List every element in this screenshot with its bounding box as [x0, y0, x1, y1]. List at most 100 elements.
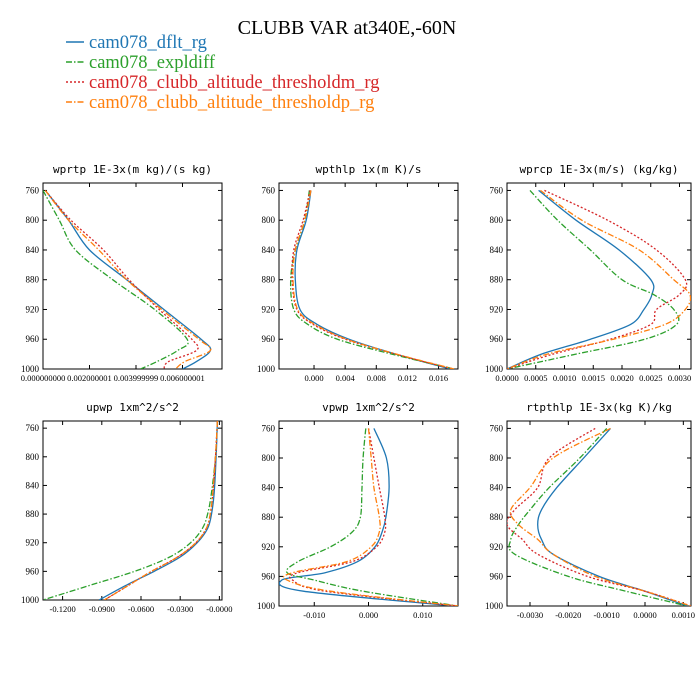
xtick-label-1-4: 0.016 [429, 373, 448, 383]
xtick-label-3-0: -0.1200 [49, 604, 75, 614]
panel-curves-3 [43, 421, 219, 600]
ytick-label-2-5: 960 [490, 334, 504, 344]
ytick-label-4-5: 960 [262, 571, 276, 581]
ytick-label-2-4: 920 [490, 304, 504, 314]
main-title: CLUBB VAR at340E,-60N [238, 17, 457, 39]
panel-1: wpthlp 1x(m K)/s 760 800 840 880 920 960 1000 0.… [257, 163, 459, 383]
panel-title-1: wpthlp 1x(m K)/s [316, 163, 422, 176]
series-line-5-1 [508, 427, 688, 606]
ytick-label-5-0: 760 [490, 423, 504, 433]
xtick-label-3-2: -0.0600 [128, 604, 154, 614]
series-line-1-2 [291, 190, 453, 369]
xtick-label-1-0: 0.000 [304, 373, 323, 383]
legend-label-3: cam078_clubb_altitude_thresholdp_rg [89, 93, 374, 113]
series-line-1-3 [292, 190, 455, 369]
xtick-label-4-2: 0.010 [413, 610, 432, 620]
ytick-label-3-1: 800 [26, 452, 40, 462]
panel-curves-2 [507, 189, 691, 369]
ytick-label-3-6: 1000 [21, 595, 40, 605]
ytick-label-1-4: 920 [262, 304, 276, 314]
series-line-4-2 [289, 428, 458, 606]
ytick-label-3-2: 840 [26, 480, 40, 490]
ytick-label-5-6: 1000 [485, 601, 504, 611]
legend-label-1: cam078_expldiff [89, 53, 216, 73]
panel-5: rtpthlp 1E-3x(kg K)/kg 760 800 840 880 920 960… [485, 401, 695, 620]
series-line-5-0 [537, 427, 688, 606]
xtick-label-2-1: 0.0005 [524, 373, 547, 383]
series-line-5-2 [507, 427, 691, 606]
xtick-label-2-4: 0.0020 [610, 373, 633, 383]
xtick-label-4-0: -0.010 [303, 610, 325, 620]
panels: wprtp 1E-3x(m kg)/(s kg) 760 800 840 880 920 9… [21, 163, 695, 620]
ytick-label-4-4: 920 [262, 542, 276, 552]
ytick-label-1-5: 960 [262, 334, 276, 344]
legend: cam078_dflt_rgcam078_expldiffcam078_club… [66, 33, 379, 113]
ytick-label-4-3: 880 [262, 512, 276, 522]
series-line-4-1 [285, 428, 458, 606]
legend-label-2: cam078_clubb_altitude_thresholdm_rg [89, 73, 379, 93]
ytick-label-5-1: 800 [490, 453, 504, 463]
series-line-2-1 [507, 189, 680, 369]
ytick-label-1-0: 760 [262, 185, 276, 195]
xtick-label-2-5: 0.0025 [639, 373, 662, 383]
panel-frame-2 [506, 182, 692, 370]
xtick-label-0-2: 0.003999999 [114, 373, 159, 383]
panel-0: wprtp 1E-3x(m kg)/(s kg) 760 800 840 880 920 9… [21, 163, 223, 383]
xtick-label-3-4: -0.0000 [206, 604, 232, 614]
xtick-label-0-1: 0.002000001 [67, 373, 112, 383]
series-line-5-3 [509, 427, 691, 606]
panel-title-3: upwp 1xm^2/s^2 [86, 401, 179, 414]
panel-4: vpwp 1xm^2/s^2 760 800 840 880 920 960 1000 -0.0… [257, 401, 459, 620]
panel-curves-4 [279, 428, 458, 606]
panel-title-0: wprtp 1E-3x(m kg)/(s kg) [53, 163, 212, 176]
panel-2: wprcp 1E-3x(m/s) (kg/kg) 760 800 840 880 920 9… [485, 163, 692, 383]
series-line-0-1 [43, 190, 189, 369]
xtick-label-5-4: 0.0010 [672, 610, 695, 620]
xtick-label-5-1: -0.0020 [555, 610, 581, 620]
ytick-label-0-0: 760 [26, 185, 40, 195]
panel-title-2: wprcp 1E-3x(m/s) (kg/kg) [520, 163, 679, 176]
xtick-label-2-6: 0.0030 [668, 373, 691, 383]
ytick-label-4-2: 840 [262, 483, 276, 493]
ytick-label-0-2: 840 [26, 245, 40, 255]
xtick-label-2-3: 0.0015 [582, 373, 605, 383]
xtick-label-3-3: -0.0300 [167, 604, 193, 614]
panel-curves-0 [43, 189, 212, 369]
legend-label-0: cam078_dflt_rg [89, 33, 207, 53]
series-line-3-2 [104, 421, 219, 600]
ytick-label-2-3: 880 [490, 275, 504, 285]
xtick-label-3-1: -0.0900 [89, 604, 115, 614]
xtick-label-1-3: 0.012 [398, 373, 417, 383]
ytick-label-0-5: 960 [26, 334, 40, 344]
panel-curves-1 [289, 190, 455, 369]
ytick-label-1-1: 800 [262, 215, 276, 225]
series-line-0-2 [44, 189, 199, 369]
ytick-label-0-4: 920 [26, 304, 40, 314]
xtick-label-1-1: 0.004 [336, 373, 356, 383]
panel-3: upwp 1xm^2/s^2 760 800 840 880 920 960 1000 -0.1… [21, 401, 232, 614]
ytick-label-4-0: 760 [262, 423, 276, 433]
series-line-3-1 [43, 421, 219, 600]
xtick-label-2-2: 0.0010 [553, 373, 576, 383]
panel-frame-3 [42, 420, 223, 601]
xtick-label-0-3: 0.006000001 [160, 373, 205, 383]
ytick-label-4-6: 1000 [257, 601, 276, 611]
series-line-2-3 [507, 189, 691, 369]
ytick-label-2-2: 840 [490, 245, 504, 255]
ytick-label-0-6: 1000 [21, 364, 40, 374]
ytick-label-5-2: 840 [490, 483, 504, 493]
series-line-0-3 [44, 190, 212, 369]
xtick-label-5-3: 0.0000 [633, 610, 656, 620]
series-line-2-2 [507, 189, 688, 369]
ytick-label-1-6: 1000 [257, 364, 276, 374]
ytick-label-1-2: 840 [262, 245, 276, 255]
series-line-1-1 [289, 190, 455, 369]
panel-title-5: rtpthlp 1E-3x(kg K)/kg [526, 401, 672, 414]
ytick-label-0-3: 880 [26, 275, 40, 285]
ytick-label-5-3: 880 [490, 512, 504, 522]
xtick-label-4-1: 0.000 [359, 610, 378, 620]
ytick-label-3-3: 880 [26, 509, 40, 519]
series-line-4-3 [282, 428, 458, 606]
ytick-label-0-1: 800 [26, 215, 40, 225]
